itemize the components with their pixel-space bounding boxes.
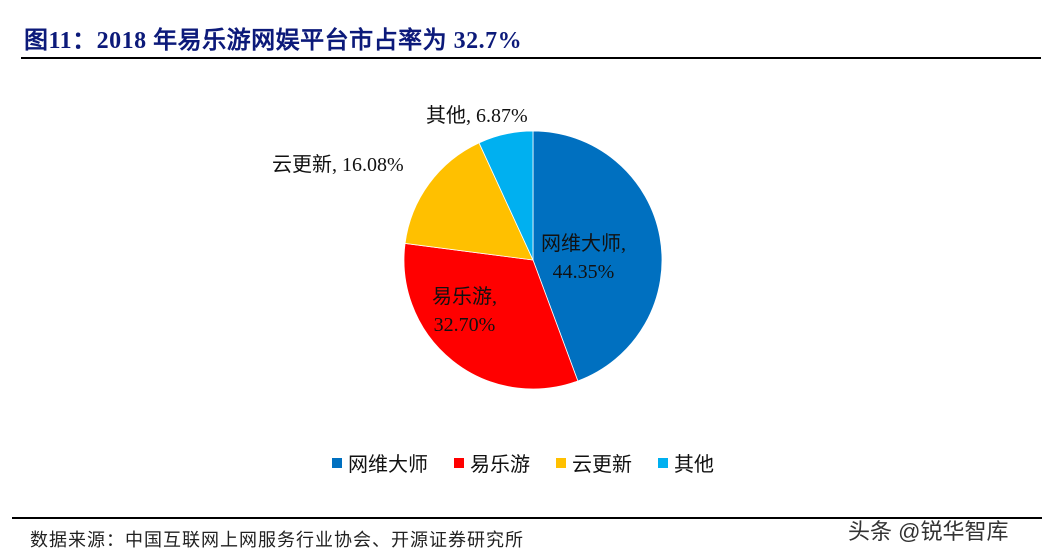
data-label-qita: 其他, 6.87% [426,102,528,130]
data-label-yileyou: 易乐游, 32.70% [432,283,497,339]
pie-slice-2 [404,142,534,261]
source-divider [12,517,1042,519]
data-label-yungengxin: 云更新, 16.08% [272,151,404,179]
legend-swatch [556,457,566,468]
data-label-value: 32.70% [433,314,496,336]
watermark: 头条 @锐华智库 [848,519,1009,544]
data-label-name: 云更新, 16.08% [272,154,404,176]
chart-legend: 网维大师 易乐游 云更新 其他 [332,448,714,477]
legend-item-wangwei: 网维大师 [332,448,428,477]
data-label-wangwei: 网维大师, 44.35% [541,230,626,286]
legend-label: 其他 [674,454,714,476]
legend-label: 云更新 [572,454,632,476]
pie-slice-3 [478,130,534,261]
data-label-name: 其他, 6.87% [426,105,528,127]
legend-label: 网维大师 [348,454,428,476]
data-label-name: 网维大师, [541,233,626,255]
data-label-value: 44.35% [552,261,615,283]
data-label-name: 易乐游, [432,286,497,308]
legend-item-qita: 其他 [658,448,714,477]
legend-label: 易乐游 [470,454,530,476]
data-source-note: 数据来源：中国互联网上网服务行业协会、开源证券研究所 [30,530,524,550]
chart-title: 图11：2018 年易乐游网娱平台市占率为 32.7% [24,28,523,54]
legend-swatch [332,457,342,468]
pie-slice-1 [403,242,579,390]
title-divider [21,57,1041,59]
legend-swatch [454,457,464,468]
legend-item-yileyou: 易乐游 [454,448,530,477]
pie-slice-0 [532,130,663,382]
legend-item-yungengxin: 云更新 [556,448,632,477]
legend-swatch [658,457,668,468]
